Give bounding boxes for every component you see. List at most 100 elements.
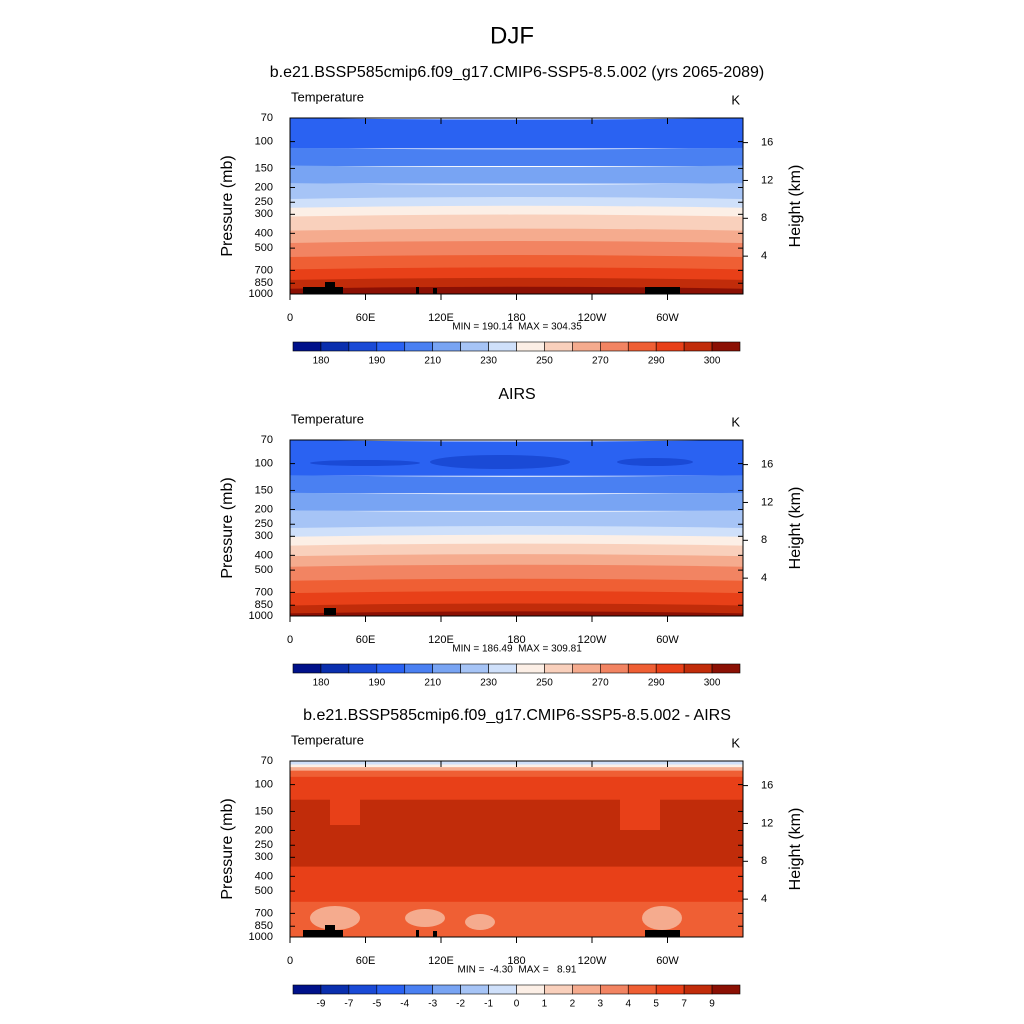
y-tick-label: 70: [261, 434, 273, 446]
y-tick-label: 1000: [249, 288, 273, 300]
x-tick-label: 180: [507, 634, 525, 646]
terrain: [416, 287, 419, 294]
y-tick-label: 300: [255, 851, 273, 863]
y2-tick-label: 12: [761, 174, 773, 186]
contour-blob: [310, 460, 420, 466]
colorbar-box: [516, 341, 545, 352]
stats-label: MIN = 190.14 MAX = 304.35: [452, 322, 582, 333]
colorbar-label: 300: [704, 356, 721, 367]
panel: b.e21.BSSP585cmip6.f09_g17.CMIP6-SSP5-8.…: [219, 64, 804, 366]
y-tick-label: 1000: [249, 931, 273, 943]
contour-band: [290, 118, 743, 149]
y-tick-label: 150: [255, 162, 273, 174]
contour-band: [290, 228, 743, 244]
units-label: K: [731, 92, 740, 107]
y2-tick-label: 8: [761, 534, 767, 546]
colorbar-box: [460, 663, 489, 674]
x-tick-label: 180: [507, 955, 525, 967]
contour-band: [290, 196, 743, 209]
colorbar-box: [376, 663, 406, 674]
y2-tick-label: 4: [761, 572, 767, 584]
panel: b.e21.BSSP585cmip6.f09_g17.CMIP6-SSP5-8.…: [219, 707, 804, 1009]
colorbar-box: [320, 984, 350, 995]
figure-title: DJF: [490, 22, 534, 49]
y-tick-label: 300: [255, 530, 273, 542]
y-tick-label: 400: [255, 870, 273, 882]
y-tick-label: 70: [261, 112, 273, 124]
y-tick-label: 500: [255, 242, 273, 254]
y2-tick-label: 12: [761, 817, 773, 829]
colorbar-label: -4: [400, 999, 409, 1010]
colorbar-box: [627, 663, 657, 674]
contour-band: [290, 240, 743, 258]
colorbar-box: [348, 341, 378, 352]
colorbar-label: 190: [368, 678, 385, 689]
x-tick-label: 120E: [428, 634, 454, 646]
y2-tick-label: 16: [761, 459, 773, 471]
x-tick-label: 60W: [656, 634, 679, 646]
contour-band: [290, 277, 743, 290]
y-tick-label: 400: [255, 549, 273, 561]
contour-band: [290, 492, 743, 511]
colorbar-label: 290: [648, 678, 665, 689]
colorbar-label: 180: [313, 356, 330, 367]
x-tick-label: 60E: [356, 955, 376, 967]
field-label: Temperature: [291, 411, 364, 426]
colorbar-box: [683, 984, 713, 995]
colorbar-box: [655, 663, 685, 674]
contour-band: [290, 770, 743, 778]
contour-blob: [430, 455, 570, 469]
contour-band: [290, 255, 743, 270]
x-tick-label: 120W: [578, 955, 607, 967]
y-tick-label: 500: [255, 564, 273, 576]
colorbar-box: [711, 984, 741, 995]
colorbar-box: [600, 984, 629, 995]
colorbar-box: [404, 341, 433, 352]
y-tick-label: 700: [255, 907, 273, 919]
contour-blob: [617, 458, 693, 466]
y-tick-label: 1000: [249, 610, 273, 622]
contour-band: [290, 286, 743, 295]
y2-axis-label: Height (km): [787, 487, 804, 570]
field-label: Temperature: [291, 89, 364, 104]
colorbar-box: [432, 984, 461, 995]
colorbar-label: 2: [570, 999, 576, 1010]
y-tick-label: 250: [255, 518, 273, 530]
colorbar-box: [292, 341, 322, 352]
panel-title: b.e21.BSSP585cmip6.f09_g17.CMIP6-SSP5-8.…: [270, 64, 765, 81]
colorbar-label: -5: [372, 999, 381, 1010]
colorbar-box: [320, 341, 350, 352]
y2-tick-label: 8: [761, 855, 767, 867]
stats-label: MIN = -4.30 MAX = 8.91: [458, 965, 577, 976]
colorbar-label: 300: [704, 678, 721, 689]
colorbar-box: [404, 663, 433, 674]
x-tick-label: 120W: [578, 312, 607, 324]
panel: AIRS Temperature K Pressure (mb) Height (km)…: [219, 386, 804, 688]
terrain: [433, 288, 437, 294]
contour-band: [290, 183, 743, 200]
y-tick-label: 300: [255, 208, 273, 220]
terrain: [325, 925, 335, 937]
colorbar-label: 3: [598, 999, 604, 1010]
contour-band: [290, 543, 743, 557]
colorbar-box: [544, 663, 573, 674]
colorbar-box: [348, 984, 378, 995]
y-tick-label: 250: [255, 839, 273, 851]
colorbar-box: [683, 341, 713, 352]
colorbar-box: [711, 341, 741, 352]
colorbar-box: [516, 663, 545, 674]
contour-band: [290, 147, 743, 167]
y-tick-label: 500: [255, 885, 273, 897]
colorbar-box: [544, 984, 573, 995]
x-tick-label: 60W: [656, 955, 679, 967]
y-tick-label: 400: [255, 227, 273, 239]
colorbar-box: [404, 984, 433, 995]
contour-band: [290, 591, 743, 606]
colorbar-box: [572, 663, 601, 674]
contour-band: [290, 611, 743, 617]
x-tick-label: 60E: [356, 312, 376, 324]
colorbar-box: [460, 984, 489, 995]
colorbar-box: [600, 663, 629, 674]
colorbar-box: [544, 341, 573, 352]
colorbar-label: 210: [424, 678, 441, 689]
